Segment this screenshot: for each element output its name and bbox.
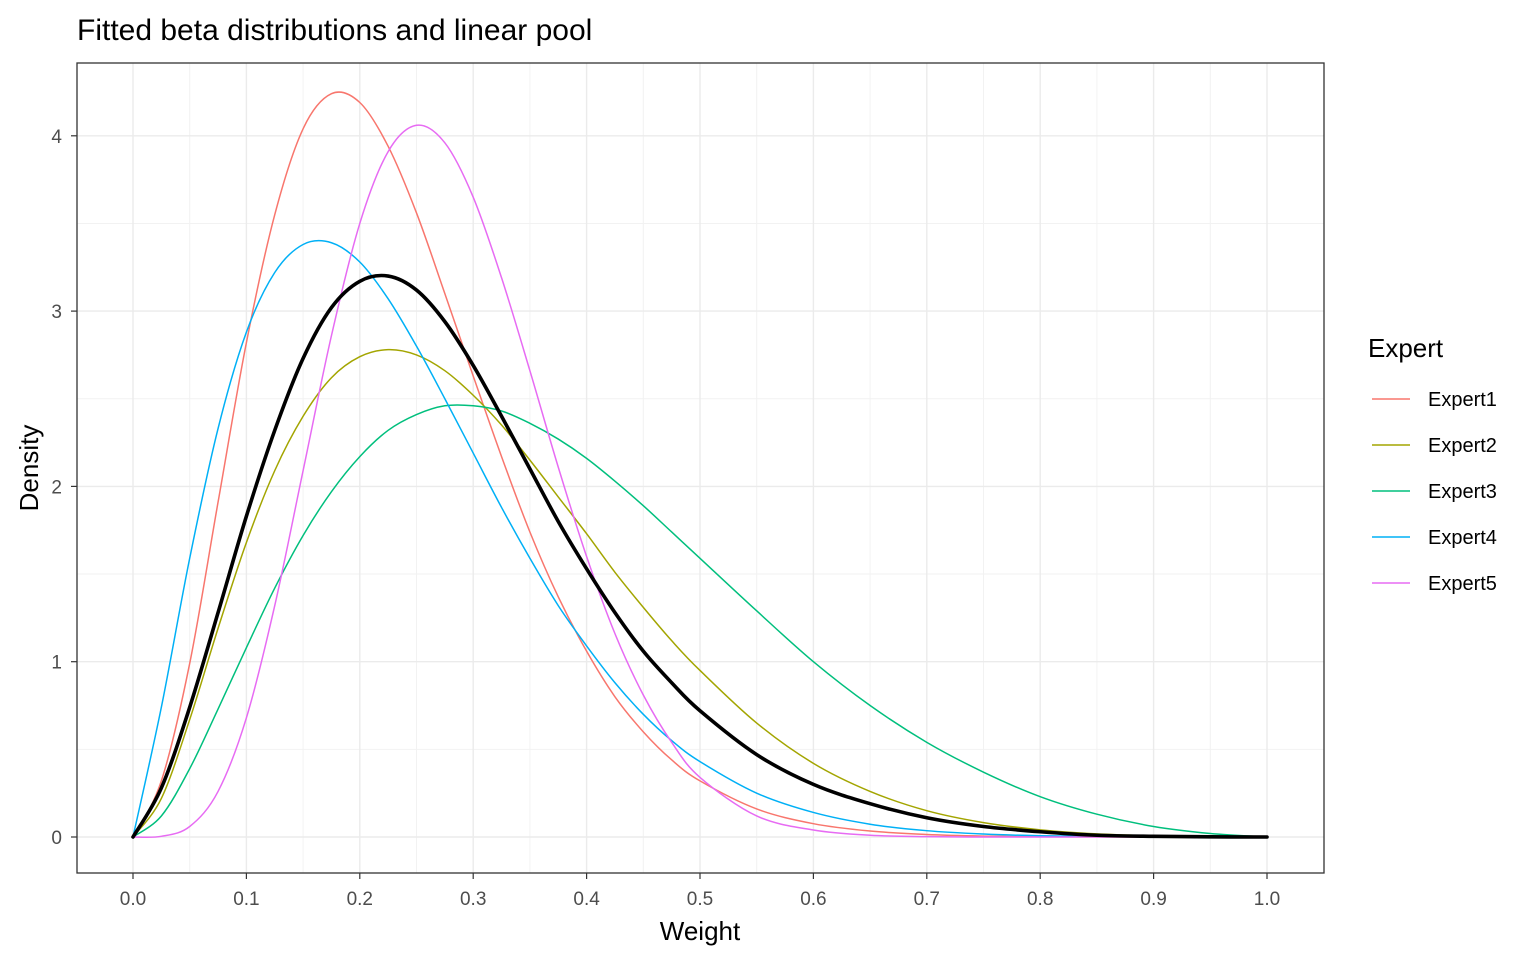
- y-tick-label: 1: [51, 653, 62, 674]
- x-tick-label: 0.6: [800, 889, 826, 910]
- legend: Expert1 Expert2 Expert3 Expert4 Expert5: [1372, 389, 1497, 595]
- y-axis-title: Density: [14, 425, 44, 512]
- series-line-expert4: [132, 239, 1268, 838]
- x-tick-label: 0.3: [460, 889, 486, 910]
- x-tick-label: 0.5: [687, 889, 713, 910]
- y-tick-label: 4: [51, 127, 62, 148]
- x-tick-label: 0.2: [347, 889, 373, 910]
- legend-label-expert3: Expert3: [1428, 481, 1497, 503]
- y-axis-ticks: 0 1 2 3 4: [51, 127, 77, 849]
- series-line-expert2: [132, 348, 1268, 838]
- y-tick-label: 2: [51, 477, 62, 498]
- series-line-expert3: [132, 404, 1268, 838]
- series-line-expert5: [132, 124, 1268, 839]
- x-tick-label: 1.0: [1254, 889, 1280, 910]
- x-tick-label: 0.7: [914, 889, 940, 910]
- legend-label-expert2: Expert2: [1428, 435, 1497, 457]
- x-axis-ticks: 0.0 0.1 0.2 0.3 0.4 0.5 0.6 0.7 0.8 0.9 1.0: [120, 873, 1280, 910]
- series-line-expert1: [132, 91, 1268, 838]
- y-tick-label: 3: [51, 302, 62, 323]
- x-tick-label: 0.0: [120, 889, 146, 910]
- x-tick-label: 0.1: [233, 889, 259, 910]
- x-tick-label: 0.9: [1140, 889, 1166, 910]
- legend-title: Expert: [1368, 333, 1444, 363]
- chart-title: Fitted beta distributions and linear poo…: [77, 14, 592, 47]
- series-lines: [131, 91, 1269, 839]
- legend-label-expert1: Expert1: [1428, 389, 1497, 411]
- x-tick-label: 0.4: [573, 889, 600, 910]
- legend-label-expert4: Expert4: [1428, 527, 1497, 549]
- x-axis-title: Weight: [660, 916, 741, 946]
- x-tick-label: 0.8: [1027, 889, 1053, 910]
- major-gridlines: [77, 63, 1324, 873]
- legend-label-expert5: Expert5: [1428, 573, 1497, 595]
- y-tick-label: 0: [51, 828, 62, 849]
- series-line-linear-pool: [131, 273, 1269, 839]
